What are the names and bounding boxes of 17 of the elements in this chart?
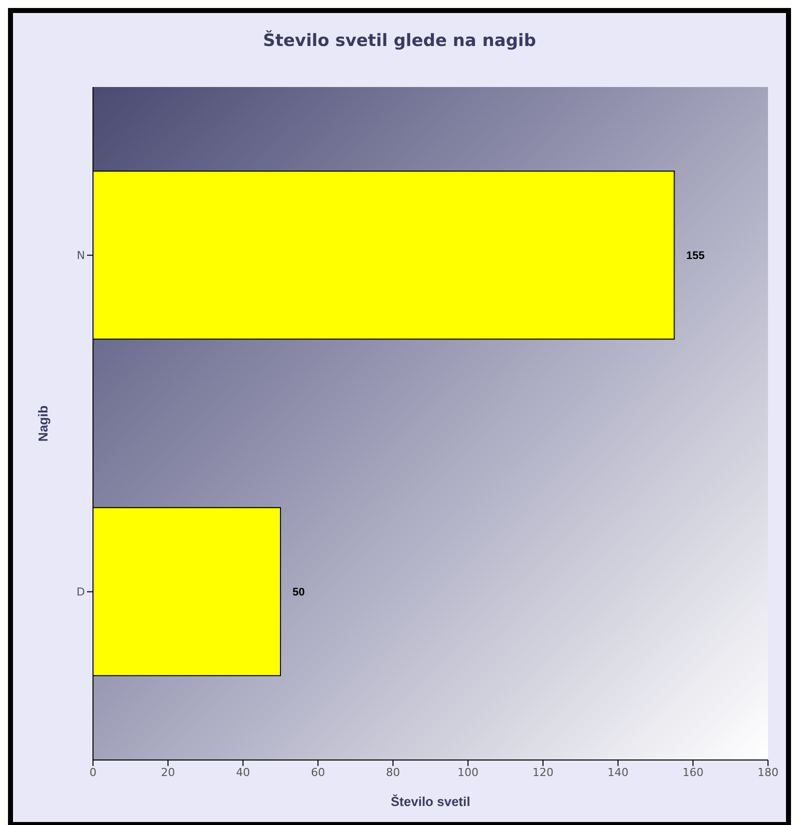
x-tick-label: 0 <box>90 766 96 779</box>
x-axis-title: Število svetil <box>390 794 470 809</box>
x-tick-label: 60 <box>311 766 325 779</box>
data-label: 155 <box>686 250 705 262</box>
x-tick-label: 80 <box>386 766 400 779</box>
x-tick-label: 180 <box>758 766 778 779</box>
x-tick-label: 120 <box>532 766 554 779</box>
chart-title: Število svetil glede na nagib <box>262 31 538 51</box>
y-tick-label: D <box>76 586 85 599</box>
y-tick-label: N <box>76 249 85 262</box>
x-tick-label: 160 <box>682 766 704 779</box>
x-tick-label: 40 <box>236 766 250 779</box>
x-tick-label: 140 <box>608 766 628 779</box>
x-tick-label: 20 <box>161 766 175 779</box>
x-tick-label: 100 <box>458 766 478 779</box>
y-axis-title: Nagib <box>36 405 51 442</box>
data-label: 50 <box>292 586 305 599</box>
